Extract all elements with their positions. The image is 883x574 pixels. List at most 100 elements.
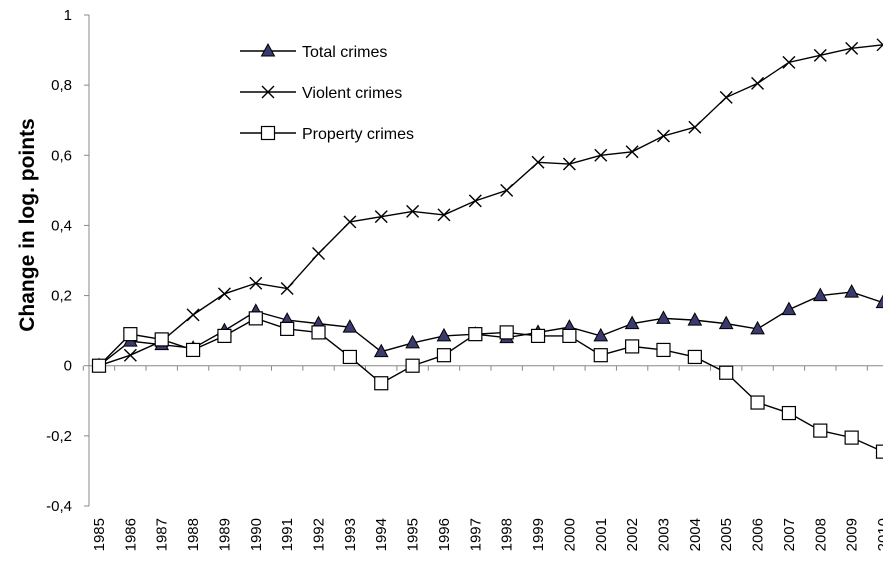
x-tick-label: 2007	[781, 518, 798, 551]
y-tick-label: 1	[64, 7, 72, 24]
y-tick-label: -0,2	[46, 428, 72, 445]
triangle-marker	[373, 343, 389, 358]
x-marker	[688, 120, 702, 134]
square-marker	[123, 327, 138, 342]
square-marker	[374, 376, 389, 391]
axes: -0,4 -0,2 0 0,2 0,4 0,6 0,8 1 1985 1986 1987 1988 19…	[46, 7, 883, 551]
x-tick-label: 1989	[216, 518, 233, 551]
x-tick-label: 1991	[279, 518, 296, 551]
x-marker	[343, 215, 357, 229]
x-tick-label: 1993	[342, 518, 359, 551]
x-marker	[123, 348, 137, 362]
triangle-marker	[436, 327, 452, 342]
x-marker	[468, 194, 482, 208]
x-tick-label: 1987	[154, 518, 171, 551]
x-marker	[261, 85, 275, 99]
square-marker	[750, 395, 765, 410]
square-marker	[781, 405, 797, 421]
square-marker	[342, 349, 357, 365]
triangle-marker	[260, 42, 276, 57]
triangle-marker	[593, 327, 609, 342]
x-tick-label: 2004	[687, 518, 704, 551]
y-tick-label: 0	[64, 358, 72, 375]
square-marker	[499, 325, 514, 340]
x-tick-label: 2008	[812, 518, 829, 551]
x-marker	[186, 308, 200, 322]
x-tick-label: 1992	[311, 518, 328, 551]
series-line	[98, 291, 883, 367]
square-marker	[593, 348, 608, 363]
x-tick-label: 1994	[373, 518, 390, 551]
square-marker	[562, 328, 577, 344]
x-marker	[531, 155, 545, 169]
square-marker	[687, 349, 702, 365]
series-property-crimes	[91, 311, 883, 459]
legend-label: Violent crimes	[302, 85, 402, 102]
series-line	[98, 44, 883, 367]
x-marker	[876, 38, 883, 52]
x-tick-label: 2010	[875, 518, 883, 551]
legend: Total crimes Violent crimes Property crime…	[240, 42, 414, 143]
square-marker	[719, 365, 734, 380]
series-violent-crimes	[92, 38, 883, 373]
square-marker	[91, 358, 107, 373]
x-marker	[217, 287, 231, 301]
square-marker	[625, 339, 640, 354]
x-marker	[406, 204, 420, 218]
y-axis-label: Change in log. points	[16, 118, 39, 332]
x-marker	[249, 276, 263, 290]
x-marker	[312, 246, 326, 260]
x-tick-label: 1986	[122, 518, 139, 551]
triangle-marker	[812, 287, 828, 302]
square-marker	[530, 328, 546, 344]
x-marker	[374, 210, 388, 224]
square-marker	[217, 328, 232, 344]
square-marker	[280, 321, 295, 336]
y-tick-label: 0,8	[51, 77, 72, 94]
legend-item: Violent crimes	[240, 85, 402, 102]
triangle-marker	[750, 320, 765, 335]
x-tick-label: 2000	[561, 518, 578, 551]
triangle-marker	[718, 315, 734, 330]
x-tick-label: 2009	[844, 518, 861, 551]
square-marker	[468, 327, 483, 342]
x-marker	[594, 148, 608, 162]
x-tick-label: 2003	[655, 518, 672, 551]
x-marker	[437, 208, 451, 222]
x-tick-label: 2005	[718, 518, 735, 551]
x-tick-label: 1985	[91, 518, 108, 551]
triangle-marker	[844, 284, 859, 298]
x-tick-label: 1998	[499, 518, 516, 551]
x-marker	[656, 129, 670, 143]
x-tick-label: 2006	[750, 518, 767, 551]
square-marker	[405, 358, 420, 373]
square-marker	[844, 430, 859, 445]
x-tick-label: 2001	[593, 518, 610, 551]
legend-label: Total crimes	[302, 44, 387, 61]
square-marker	[436, 348, 452, 363]
series-total-crimes	[91, 284, 883, 372]
x-marker	[813, 48, 827, 62]
x-tick-label: 1990	[248, 518, 265, 551]
x-tick-label: 2002	[624, 518, 641, 551]
square-marker	[185, 342, 201, 358]
legend-item: Property crimes	[240, 125, 414, 143]
legend-label: Property crimes	[302, 126, 414, 143]
x-marker	[719, 90, 733, 104]
square-marker	[260, 125, 276, 141]
x-marker	[562, 157, 576, 171]
x-marker	[500, 183, 514, 197]
x-marker	[751, 76, 765, 90]
triangle-marker	[875, 294, 883, 309]
x-tick-label: 1999	[530, 518, 547, 551]
triangle-marker	[781, 301, 797, 316]
x-tick-label: 1996	[436, 518, 453, 551]
y-tick-label: 0,6	[51, 147, 72, 164]
triangle-marker	[405, 334, 420, 349]
square-marker	[154, 332, 169, 347]
y-tick-label: 0,4	[51, 217, 72, 234]
triangle-marker	[656, 310, 671, 324]
square-marker	[248, 311, 263, 326]
square-marker	[311, 325, 326, 340]
